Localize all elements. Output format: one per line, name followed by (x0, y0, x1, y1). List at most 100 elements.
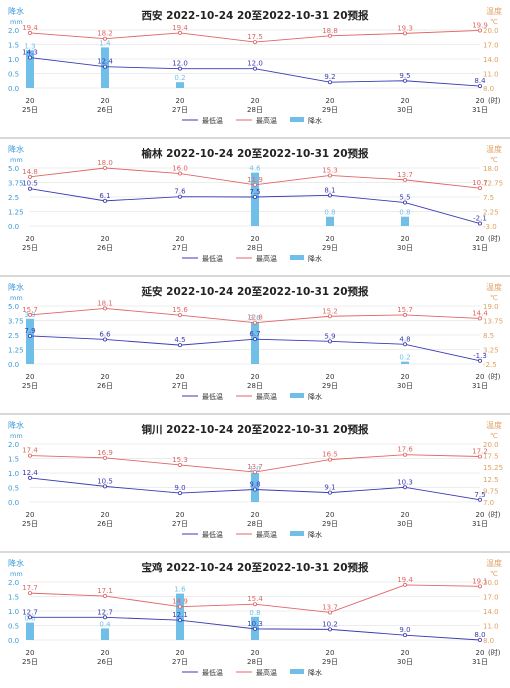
precip-bar (401, 216, 409, 226)
x-tick-day: 26日 (97, 520, 113, 528)
min-temp-value-label: 9.5 (399, 72, 410, 80)
x-tick-day: 28日 (247, 244, 263, 252)
right-tick-label: 12.5 (483, 476, 499, 484)
precip-value-label: 1.0 (249, 465, 260, 473)
precip-bar (176, 82, 184, 88)
x-tick-hour: 20 (476, 511, 485, 519)
x-tick-hour: 20 (26, 235, 35, 243)
right-axis-unit: ℃ (490, 18, 498, 26)
x-tick-hour: 20 (176, 373, 185, 381)
min-temp-value-label: 6.1 (99, 192, 110, 200)
legend: 最低温 最高温 降水 (182, 116, 322, 125)
max-temp-point (103, 455, 108, 460)
min-temp-value-label: 7.6 (174, 188, 186, 196)
max-temp-value-label: 17.2 (472, 447, 488, 455)
x-tick-day: 29日 (322, 520, 338, 528)
precip-value-label: 0.8 (324, 209, 335, 217)
right-tick-label: 13.75 (483, 318, 503, 326)
forecast-chart: 西安 2022-10-24 20至2022-10-31 20预报降水mm温度℃2… (8, 6, 502, 125)
x-tick-day: 25日 (22, 244, 38, 252)
x-tick-hour: 20 (26, 97, 35, 105)
min-temp-point (27, 186, 32, 191)
min-temp-value-label: 7.9 (24, 327, 35, 335)
max-temp-value-label: 16.5 (322, 451, 338, 459)
min-temp-point (477, 497, 482, 502)
x-tick-hour: 20 (176, 511, 185, 519)
min-temp-value-label: 9.0 (399, 626, 410, 634)
precip-bar (26, 318, 34, 364)
precip-value-label: 1.3 (24, 42, 35, 50)
min-temp-value-label: 9.8 (249, 481, 260, 489)
max-temp-value-label: 15.6 (172, 306, 188, 314)
max-temp-value-label: 13.7 (247, 463, 263, 471)
max-temp-point (327, 314, 332, 319)
max-temp-value-label: 14.4 (472, 309, 488, 317)
chart-title: 铜川 2022-10-24 20至2022-10-31 20预报 (141, 423, 369, 436)
left-tick-label: 2.5 (8, 194, 19, 202)
x-tick-hour: 20 (251, 373, 260, 381)
legend-precip-swatch (290, 255, 304, 260)
legend-precip-swatch (290, 531, 304, 536)
right-tick-label: 20.0 (483, 27, 499, 35)
min-temp-point (402, 200, 407, 205)
x-tick-hour: 20 (251, 235, 260, 243)
right-axis-unit: ℃ (490, 570, 498, 578)
precip-value-label: 1.4 (99, 39, 111, 47)
min-temp-value-label: 10.3 (397, 478, 413, 486)
max-temp-point (477, 454, 482, 459)
max-temp-point (402, 582, 407, 587)
x-tick-hour: 20 (26, 649, 35, 657)
x-tick-hour: 20 (326, 97, 335, 105)
min-temp-point (27, 615, 32, 620)
right-axis-title: 温度 (486, 144, 502, 154)
max-temp-point (252, 602, 257, 607)
left-axis-unit: mm (10, 432, 23, 440)
right-tick-label: 9.75 (483, 487, 499, 495)
min-temp-value-label: 12.0 (247, 60, 263, 68)
x-tick-hour: 20 (401, 511, 410, 519)
chart-title: 延安 2022-10-24 20至2022-10-31 20预报 (140, 285, 369, 298)
min-temp-point (327, 80, 332, 85)
legend-precip-label: 降水 (308, 116, 322, 125)
x-tick-day: 27日 (172, 382, 188, 390)
left-tick-label: 3.75 (8, 180, 24, 188)
legend-min-label: 最低温 (202, 668, 223, 677)
left-tick-label: 1.5 (8, 456, 19, 464)
max-temp-point (27, 30, 32, 35)
max-temp-value-label: 17.7 (22, 584, 38, 592)
panel-divider (0, 413, 510, 415)
max-temp-value-label: 13.7 (397, 171, 413, 179)
max-temp-point (103, 36, 108, 41)
max-temp-value-label: 15.2 (322, 307, 338, 315)
x-tick-hour: 20 (251, 97, 260, 105)
right-tick-label: 20.0 (483, 441, 499, 449)
x-tick-day: 25日 (22, 106, 38, 114)
precip-value-label: 4.6 (249, 165, 261, 173)
right-tick-label: 11.0 (483, 623, 499, 631)
left-axis-title: 降水 (8, 6, 24, 16)
precip-bar (251, 322, 259, 364)
x-tick-day: 31日 (472, 658, 488, 666)
min-temp-point (103, 198, 108, 203)
x-tick-day: 29日 (322, 244, 338, 252)
legend-max-label: 最高温 (256, 530, 277, 539)
min-temp-point (177, 194, 182, 199)
min-temp-value-label: 5.9 (324, 332, 335, 340)
x-axis-unit: (时) (488, 510, 501, 519)
x-tick-hour: 20 (401, 373, 410, 381)
left-tick-label: 0.0 (8, 499, 19, 507)
min-temp-point (177, 618, 182, 623)
max-temp-value-label: 18.2 (97, 30, 113, 38)
left-tick-label: 2.0 (8, 441, 19, 449)
max-temp-value-label: 15.3 (172, 456, 188, 464)
min-temp-value-label: 9.0 (174, 484, 185, 492)
x-tick-hour: 20 (476, 235, 485, 243)
forecast-chart: 铜川 2022-10-24 20至2022-10-31 20预报降水mm温度℃2… (8, 420, 503, 539)
x-tick-day: 30日 (397, 520, 413, 528)
right-tick-label: 12.75 (483, 180, 503, 188)
x-tick-hour: 20 (176, 97, 185, 105)
x-tick-hour: 20 (176, 649, 185, 657)
panel-divider (0, 551, 510, 553)
forecast-chart: 宝鸡 2022-10-24 20至2022-10-31 20预报降水mm温度℃2… (8, 558, 502, 677)
